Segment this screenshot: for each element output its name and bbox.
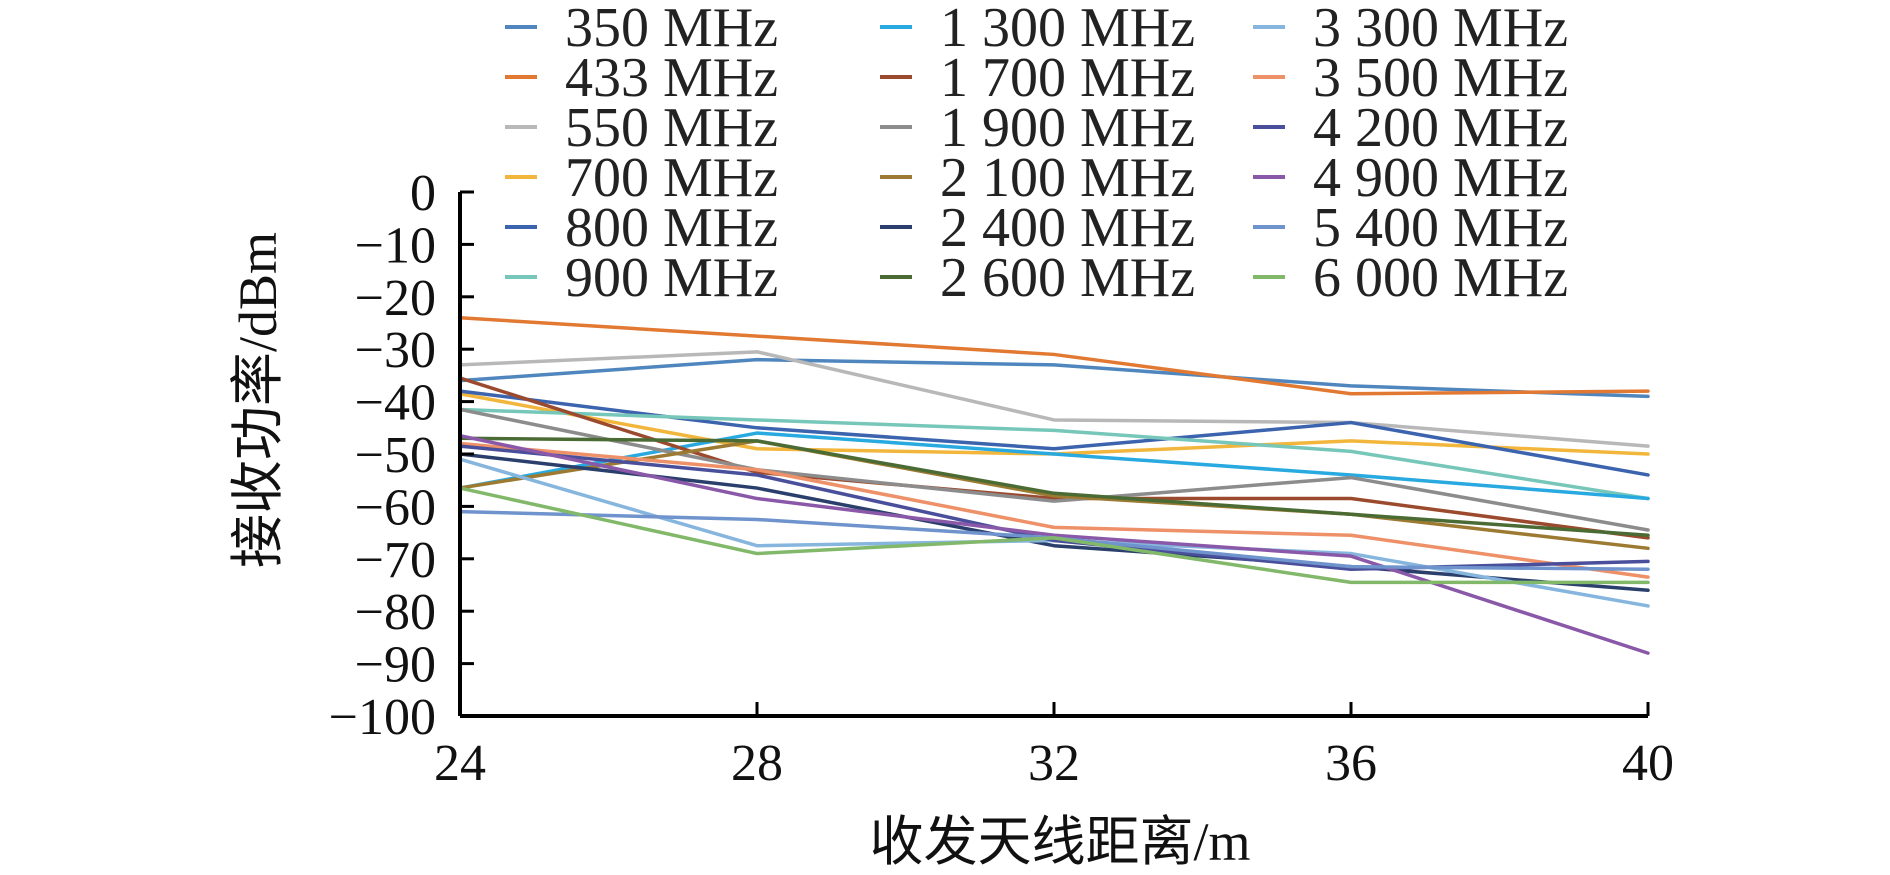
y-tick-label: −70 — [355, 532, 436, 589]
y-tick-label: 0 — [410, 165, 436, 222]
series-line — [458, 316, 1650, 396]
series-line — [458, 350, 1650, 448]
legend-item: 5 400 MHz — [1253, 197, 1568, 259]
x-tick-label: 28 — [731, 735, 783, 792]
legend-item: 800 MHz — [505, 197, 778, 259]
series-line — [458, 441, 1650, 579]
series-line — [458, 433, 1650, 655]
legend-item: 1 700 MHz — [880, 47, 1195, 109]
series-line — [458, 407, 1650, 501]
legend-label: 1 700 MHz — [940, 47, 1195, 109]
legend-item: 1 900 MHz — [880, 97, 1195, 159]
legend-item: 4 200 MHz — [1253, 97, 1568, 159]
y-tick-label: −20 — [355, 270, 436, 327]
legend-item: 700 MHz — [505, 147, 778, 209]
x-tick-label: 32 — [1028, 735, 1080, 792]
legend-label: 5 400 MHz — [1313, 197, 1568, 259]
legend-label: 800 MHz — [565, 197, 778, 259]
y-tick-label: −60 — [355, 479, 436, 536]
legend-item: 6 000 MHz — [1253, 247, 1568, 309]
legend-label: 433 MHz — [565, 47, 778, 109]
legend-item: 1 300 MHz — [880, 0, 1195, 59]
series-line — [458, 357, 1650, 399]
y-tick-label: −10 — [355, 217, 436, 274]
legend-item: 350 MHz — [505, 0, 778, 59]
legend-item: 2 100 MHz — [880, 147, 1195, 209]
legend-label: 550 MHz — [565, 97, 778, 159]
legend-item: 4 900 MHz — [1253, 147, 1568, 209]
legend-label: 1 900 MHz — [940, 97, 1195, 159]
y-tick-label: −80 — [355, 584, 436, 641]
legend-item: 2 400 MHz — [880, 197, 1195, 259]
series-lines — [458, 316, 1650, 655]
y-tick-label: −40 — [355, 375, 436, 432]
y-tick-label: −50 — [355, 427, 436, 484]
x-tick-label: 24 — [434, 735, 486, 792]
legend-item: 433 MHz — [505, 47, 778, 109]
legend-item: 3 500 MHz — [1253, 47, 1568, 109]
legend-label: 4 900 MHz — [1313, 147, 1568, 209]
legend-label: 4 200 MHz — [1313, 97, 1568, 159]
y-axis-label: 接收功率/dBm — [228, 232, 288, 568]
series-line — [458, 407, 1650, 532]
legend-label: 3 300 MHz — [1313, 0, 1568, 59]
legend-label: 700 MHz — [565, 147, 778, 209]
legend-label: 2 600 MHz — [940, 247, 1195, 309]
axis-labels: 收发天线距离/m 接收功率/dBm — [228, 232, 1251, 872]
series-line — [458, 439, 1650, 551]
legend-label: 3 500 MHz — [1313, 47, 1568, 109]
legend-item: 3 300 MHz — [1253, 0, 1568, 59]
y-tick-label: −30 — [355, 322, 436, 379]
legend-label: 350 MHz — [565, 0, 778, 59]
y-tick-label: −90 — [355, 637, 436, 694]
legend-item: 900 MHz — [505, 247, 778, 309]
legend-item: 550 MHz — [505, 97, 778, 159]
x-tick-label: 36 — [1325, 735, 1377, 792]
x-axis-label: 收发天线距离/m — [869, 812, 1250, 872]
legend-label: 2 400 MHz — [940, 197, 1195, 259]
y-tick-label: −100 — [329, 689, 436, 746]
x-tick-label: 40 — [1622, 735, 1674, 792]
legend-item: 2 600 MHz — [880, 247, 1195, 309]
legend-label: 900 MHz — [565, 247, 778, 309]
series-line — [458, 436, 1650, 537]
legend-label: 1 300 MHz — [940, 0, 1195, 59]
legend-label: 2 100 MHz — [940, 147, 1195, 209]
series-line — [458, 486, 1650, 585]
legend-label: 6 000 MHz — [1313, 247, 1568, 309]
